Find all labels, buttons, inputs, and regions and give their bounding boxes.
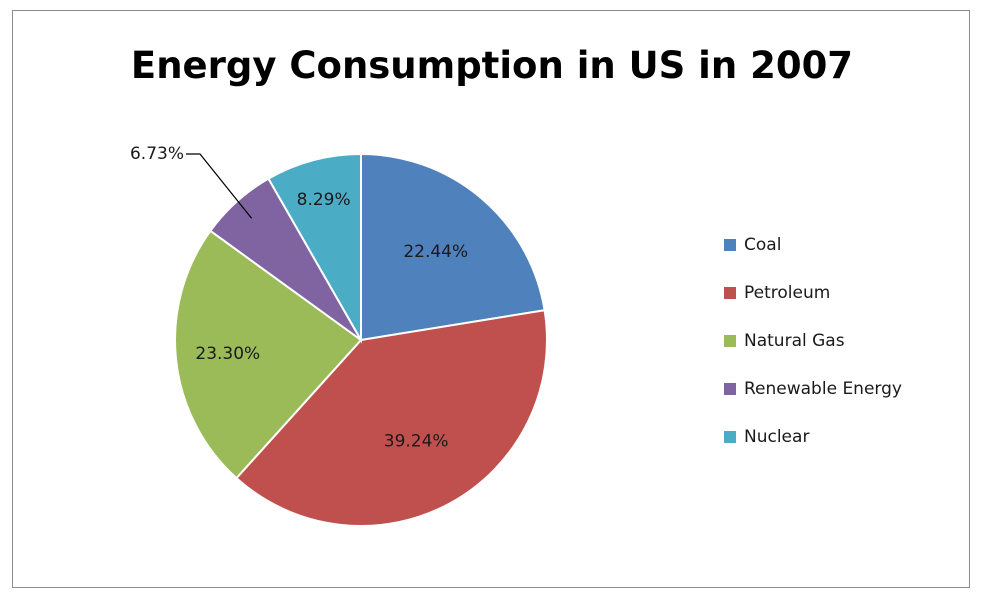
data-labels: 22.44% 39.24% 23.30% 6.73% 8.29% [130, 144, 468, 451]
data-label-natural-gas: 23.30% [195, 344, 260, 364]
pie-slice-nuclear [267, 152, 362, 344]
pie-slice-natural-gas [174, 229, 363, 480]
data-label-petroleum: 39.24% [384, 431, 449, 451]
legend-label-nuclear: Nuclear [744, 427, 809, 447]
legend-swatch-nuclear [724, 431, 736, 443]
pie-slice-coal [360, 152, 546, 342]
legend-swatch-coal [724, 239, 736, 251]
pie-slice-petroleum [235, 309, 548, 527]
data-label-coal: 22.44% [403, 242, 468, 262]
legend-swatch-petroleum [724, 287, 736, 299]
leader-line-renewable-energy [186, 153, 253, 219]
legend-swatch-renewable-energy [724, 383, 736, 395]
chart-title: Energy Consumption in US in 2007 [131, 44, 853, 87]
legend: Coal Petroleum Natural Gas Renewable Energy… [724, 235, 902, 447]
legend-label-renewable-energy: Renewable Energy [744, 379, 902, 399]
legend-label-coal: Coal [744, 235, 781, 255]
data-label-nuclear: 8.29% [297, 190, 351, 210]
data-label-renewable-energy: 6.73% [130, 144, 184, 164]
legend-label-natural-gas: Natural Gas [744, 331, 845, 351]
legend-swatch-natural-gas [724, 335, 736, 347]
pie-slices [174, 152, 548, 527]
legend-label-petroleum: Petroleum [744, 283, 830, 303]
